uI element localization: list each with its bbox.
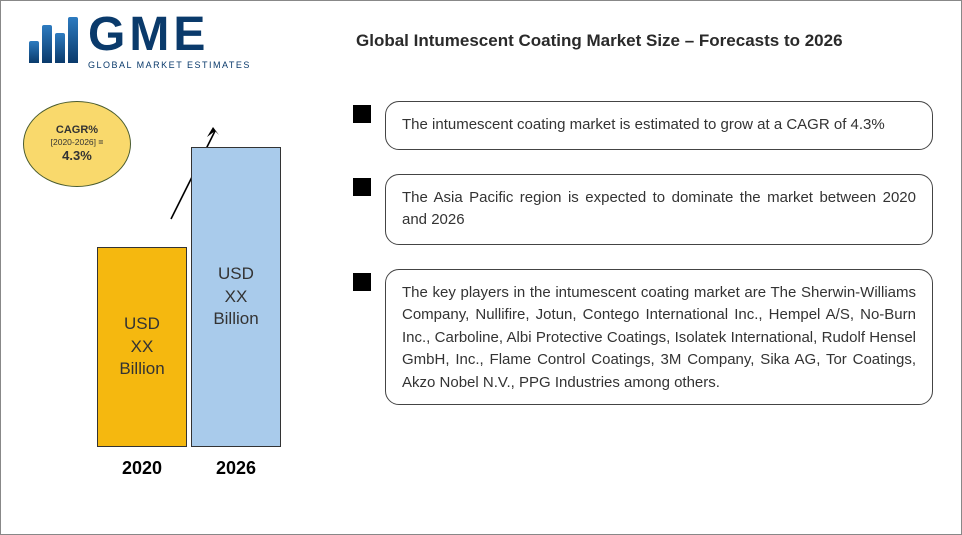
x-axis-label: 2020 — [97, 458, 187, 479]
x-axis: 20202026 — [97, 458, 281, 479]
info-card: The intumescent coating market is estima… — [385, 101, 933, 150]
bars-container: USD XX BillionUSD XX Billion — [97, 147, 281, 447]
brand-logo: GME GLOBAL MARKET ESTIMATES — [29, 15, 251, 70]
cagr-value: 4.3% — [62, 148, 92, 164]
logo-acronym: GME — [88, 15, 251, 56]
info-row: The key players in the intumescent coati… — [353, 269, 933, 406]
info-text: The key players in the intumescent coati… — [402, 284, 916, 391]
square-bullet-icon — [353, 178, 371, 196]
cagr-range: [2020-2026] — [51, 137, 96, 147]
cagr-equals: = — [98, 137, 103, 147]
logo-bars-icon — [29, 15, 78, 63]
info-row: The intumescent coating market is estima… — [353, 101, 933, 150]
info-boxes: The intumescent coating market is estima… — [353, 101, 933, 405]
info-row: The Asia Pacific region is expected to d… — [353, 174, 933, 245]
info-card: The Asia Pacific region is expected to d… — [385, 174, 933, 245]
info-card: The key players in the intumescent coati… — [385, 269, 933, 406]
page-title: Global Intumescent Coating Market Size –… — [356, 31, 843, 51]
cagr-label: CAGR% — [56, 124, 98, 138]
square-bullet-icon — [353, 273, 371, 291]
chart-bar: USD XX Billion — [191, 147, 281, 447]
x-axis-label: 2026 — [191, 458, 281, 479]
square-bullet-icon — [353, 105, 371, 123]
info-text: The Asia Pacific region is expected to d… — [402, 189, 916, 229]
bar-chart: CAGR% [2020-2026] = 4.3% USD XX BillionU… — [71, 141, 321, 481]
logo-text: GME GLOBAL MARKET ESTIMATES — [88, 15, 251, 70]
chart-bar: USD XX Billion — [97, 247, 187, 447]
logo-subtitle: GLOBAL MARKET ESTIMATES — [88, 60, 251, 70]
info-text: The intumescent coating market is estima… — [402, 116, 885, 133]
